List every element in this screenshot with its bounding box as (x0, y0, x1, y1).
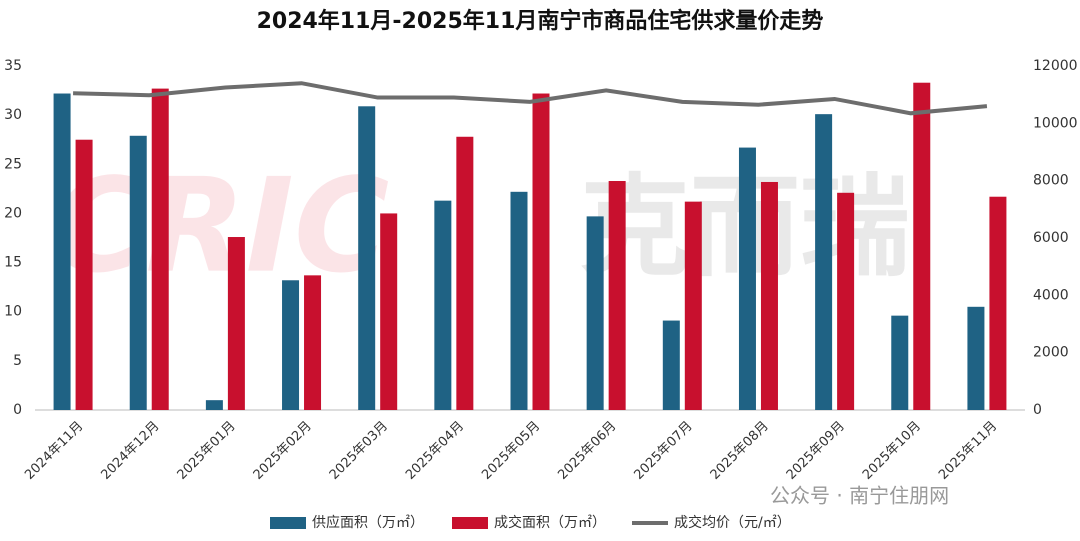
bar (205, 400, 223, 410)
watermark: 公众号 · 南宁住朋网 (770, 484, 949, 508)
legend-label: 成交面积（万㎡） (494, 514, 606, 531)
x-tick-label: 2025年03月 (327, 419, 391, 483)
x-tick-label: 2025年08月 (708, 419, 772, 483)
legend-swatch (452, 517, 488, 529)
line (73, 81, 988, 116)
x-tick-label: 2025年09月 (784, 419, 848, 483)
bar (151, 88, 169, 410)
x-tick-label: 2025年06月 (555, 419, 619, 483)
bar (75, 139, 93, 410)
bar (967, 306, 985, 410)
y2-tick-label: 12000 (1033, 58, 1078, 74)
y-tick-label: 5 (13, 353, 22, 369)
bar (913, 82, 931, 411)
x-tick-label: 2025年01月 (175, 419, 239, 483)
x-tick-label: 2024年11月 (22, 419, 86, 483)
bar (380, 213, 398, 410)
y-tick-label: 25 (4, 156, 22, 172)
bar (586, 216, 604, 410)
x-tick-label: 2025年05月 (479, 419, 543, 483)
bar (282, 280, 300, 410)
bar (434, 200, 452, 410)
y2-tick-label: 10000 (1033, 115, 1078, 131)
bar (891, 315, 909, 410)
bar (815, 114, 833, 410)
bar (227, 237, 245, 410)
y-tick-label: 15 (4, 255, 22, 271)
legend-label: 成交均价（元/㎡） (674, 514, 791, 531)
x-tick-label: 2025年07月 (632, 419, 696, 483)
bar (304, 275, 322, 410)
bar (358, 106, 376, 410)
bar (684, 201, 702, 410)
bar (662, 320, 680, 410)
bar (989, 196, 1007, 410)
legend-swatch (270, 517, 306, 529)
bar (510, 191, 528, 410)
y2-tick-label: 2000 (1033, 345, 1069, 361)
y2-tick-label: 0 (1033, 402, 1042, 418)
x-tick-label: 2025年10月 (860, 419, 924, 483)
y-tick-label: 20 (4, 205, 22, 221)
x-tick-label: 2025年11月 (936, 419, 1000, 483)
y-tick-label: 35 (4, 58, 22, 74)
bar (608, 180, 626, 410)
legend-label: 供应面积（万㎡） (312, 514, 424, 531)
bar (456, 136, 474, 410)
bar (532, 93, 550, 411)
y-tick-label: 10 (4, 304, 22, 320)
watermark: CRIC (50, 150, 389, 302)
x-tick-label: 2025年04月 (403, 419, 467, 483)
bar (760, 181, 778, 410)
bar (837, 192, 855, 410)
y-tick-label: 0 (13, 402, 22, 418)
bar (738, 147, 756, 410)
chart-title: 2024年11月-2025年11月南宁市商品住宅供求量价走势 (257, 8, 824, 34)
y-tick-label: 30 (4, 107, 22, 123)
y2-tick-label: 4000 (1033, 287, 1069, 303)
bar (53, 93, 71, 411)
x-tick-label: 2024年12月 (98, 419, 162, 483)
y2-tick-label: 6000 (1033, 230, 1069, 246)
y2-tick-label: 8000 (1033, 173, 1069, 189)
x-tick-label: 2025年02月 (251, 419, 315, 483)
bar (129, 135, 147, 411)
